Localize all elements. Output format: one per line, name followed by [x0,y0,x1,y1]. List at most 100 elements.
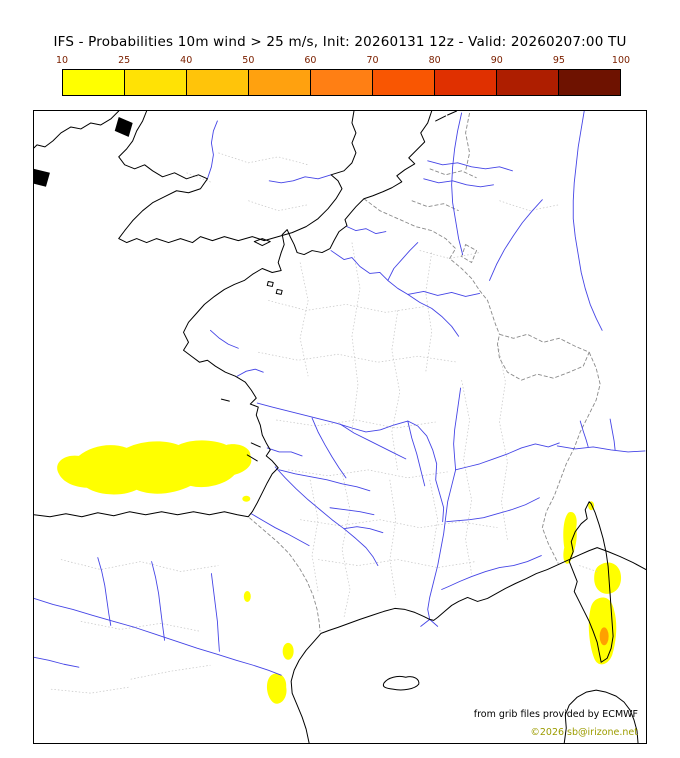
legend-cell-50-60 [249,70,311,95]
dept-border-path [579,565,598,572]
credit-copyright-text: ©2026 sb@irizone.net [530,726,638,738]
pyrenees-small-probability-area [243,590,251,602]
benelux-border-2 [411,200,459,212]
rhone-river [427,469,457,620]
legend-tick-40: 40 [180,55,193,66]
dept-border-path [341,471,351,618]
germany-netherlands-border [465,112,471,171]
probability-legend: 10 25 40 50 60 70 80 90 95 100 [56,55,630,96]
mediterranean-coastline [290,547,646,743]
weather-map-svg [34,111,646,743]
coastlines-group [34,111,646,743]
legend-cell-70-80 [373,70,435,95]
saone-river [453,387,462,471]
dept-border-path [80,621,201,632]
meuse-river [451,112,464,255]
seine-river [330,250,460,337]
allier-river [407,420,426,487]
legend-tick-100: 100 [611,55,631,66]
probability-areas-group [57,440,622,704]
dept-border-path [318,559,476,568]
ebro-tributary-1 [151,561,166,641]
dept-border-path [497,342,508,540]
vilaine-river [236,368,264,377]
somme-river [346,226,387,235]
legend-cell-40-50 [187,70,249,95]
dept-border-path [351,242,361,433]
dept-border-path [461,380,472,574]
dutch-island-2 [447,111,458,116]
spain-coast-probability-area-1 [282,642,294,660]
ebro-tributary-3 [97,557,112,626]
channel-island-2 [275,288,283,295]
po-tributary-1 [579,420,589,448]
national-borders-group [249,112,601,632]
dept-border-path [248,200,309,212]
sardinia-coastline [563,689,639,743]
dept-border-path [60,559,219,572]
gironde-small-probability-area [242,495,251,502]
map-credits: from grib files provided by ECMWF ©2026 … [474,710,638,737]
dutch-island-1 [435,115,447,122]
legend-cell-95-100 [559,70,620,95]
moselle-river [489,199,543,281]
ebro-tributary-2 [210,573,220,652]
legend-color-bar [62,69,621,96]
dept-border-path [425,252,433,373]
spain-west-river [34,656,80,668]
map-title: IFS - Probabilities 10m wind > 25 m/s, I… [53,34,627,50]
corsica-coastline [568,501,614,663]
continental-atlantic-coastline [34,111,433,518]
ireland-coastline [34,111,120,149]
menorca-coastline [382,675,420,691]
legend-tick-labels: 10 25 40 50 60 70 80 90 95 100 [56,55,630,68]
lot-river [329,507,375,516]
legend-tick-80: 80 [428,55,441,66]
dept-border-path [268,300,426,313]
ireland-detail-fill-1 [114,116,133,137]
oleron-island [246,454,258,462]
dept-border-path [309,479,319,592]
brittany-river [209,329,239,349]
legend-tick-10: 10 [55,55,69,66]
map-area: from grib files provided by ECMWF ©2026 … [33,110,647,744]
legend-cell-10-25 [63,70,125,95]
belle-ile-island [220,398,230,402]
tarn-river [343,526,384,534]
credit-source-text: from grib files provided by ECMWF [473,709,638,720]
legend-tick-90: 90 [490,55,503,66]
dept-border-path [389,479,397,598]
legend-tick-70: 70 [366,55,379,66]
dept-border-path [186,172,213,184]
legend-cell-80-90 [435,70,497,95]
switzerland-border [497,333,590,381]
po-river [556,445,646,453]
upper-rhone-river [455,442,560,471]
dept-border-path [429,479,439,556]
ebro-river [34,598,282,676]
dutch-delta-river-1 [427,160,513,172]
loire-river [256,402,445,523]
cher-river [339,423,407,460]
corsica-west-probability-area [563,512,577,564]
thames-river [268,174,332,184]
isere-river [446,497,540,523]
ireland-detail-fill-2 [34,168,50,187]
charente-river [266,447,303,457]
rhine-river [572,111,603,331]
dordogne-river [278,469,371,492]
channel-island-1 [266,280,274,287]
legend-tick-60: 60 [304,55,317,66]
vienne-river [311,417,347,479]
durance-river [441,555,542,590]
dept-border-path [218,152,309,166]
dutch-delta-river-2 [423,178,494,188]
dept-border-path [419,250,480,259]
department-borders-group [50,152,598,694]
pyrenees-border [249,517,321,632]
benelux-border-1 [429,168,477,179]
ile-de-re-island [250,442,261,448]
luxembourg-border [461,243,478,264]
legend-cell-60-70 [311,70,373,95]
adour-river [250,513,310,547]
